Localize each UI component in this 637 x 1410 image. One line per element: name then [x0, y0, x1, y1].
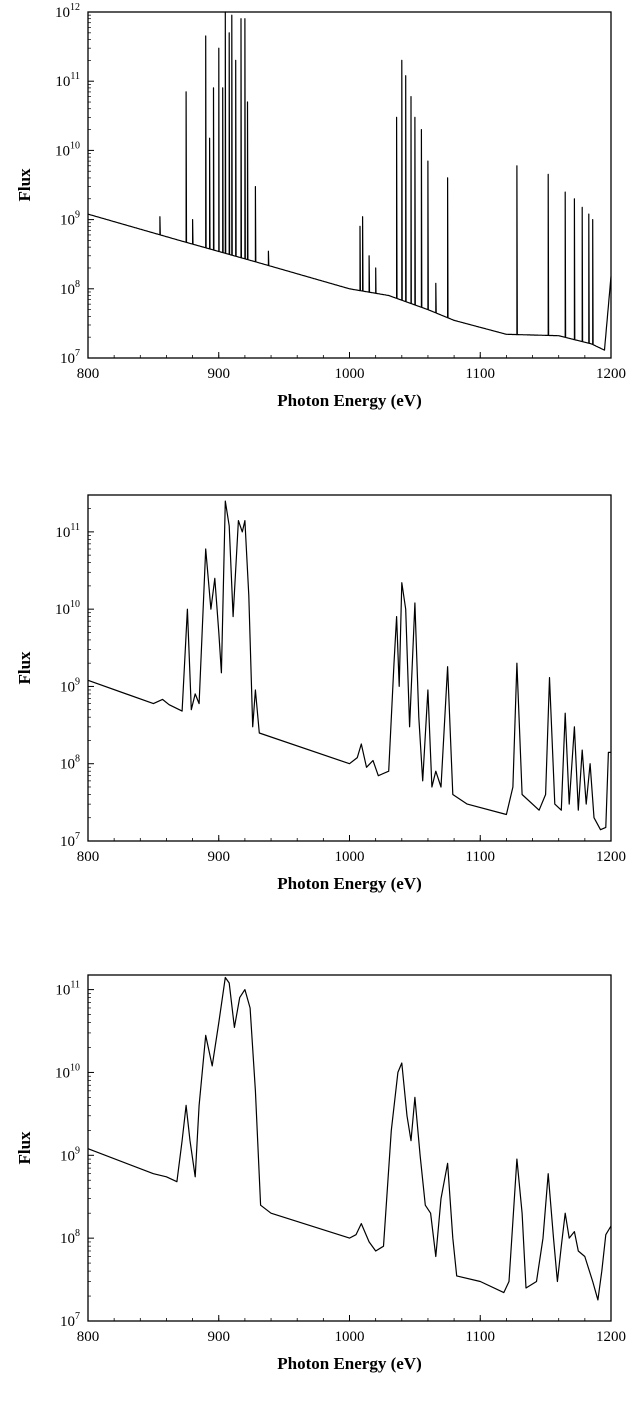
y-tick-label: 1011	[55, 71, 80, 90]
x-axis-label: Photon Energy (eV)	[277, 391, 421, 410]
x-tick-label: 900	[208, 849, 231, 865]
x-tick-label: 1200	[596, 366, 626, 382]
y-tick-label: 1010	[55, 140, 80, 159]
flux-series-line	[87, 976, 612, 1301]
y-tick-label: 109	[60, 1145, 80, 1164]
flux-series-line	[87, 11, 612, 351]
y-tick-label: 109	[60, 676, 80, 695]
y-tick-label: 107	[60, 831, 80, 850]
x-tick-label: 1100	[466, 366, 495, 382]
plot-frame	[87, 494, 612, 842]
x-tick-label: 800	[77, 366, 100, 382]
plot-frame	[87, 974, 612, 1322]
y-tick-label: 1010	[55, 599, 80, 618]
x-axis-label: Photon Energy (eV)	[277, 874, 421, 893]
y-axis-label: Flux	[15, 651, 34, 685]
y-tick-label: 108	[60, 279, 80, 298]
x-tick-label: 800	[77, 849, 100, 865]
plot-frame	[87, 11, 612, 359]
x-axis-label: Photon Energy (eV)	[277, 1354, 421, 1373]
x-tick-label: 1100	[466, 849, 495, 865]
y-tick-label: 108	[60, 754, 80, 773]
plot-3: 800 900 1000 1100 1200 107 108 109 1010 1011 Photo…	[15, 974, 626, 1373]
x-tick-label: 1000	[335, 849, 365, 865]
y-tick-label: 107	[60, 1311, 80, 1330]
y-axis-label: Flux	[15, 168, 34, 202]
y-tick-label: 1010	[55, 1062, 80, 1081]
y-tick-label: 1012	[55, 2, 80, 21]
y-axis-label: Flux	[15, 1131, 34, 1165]
y-tick-label: 109	[60, 210, 80, 229]
y-tick-label: 108	[60, 1228, 80, 1247]
flux-series-line	[87, 500, 611, 831]
x-tick-label: 800	[77, 1329, 100, 1345]
x-tick-label: 900	[208, 1329, 231, 1345]
x-tick-label: 1000	[335, 366, 365, 382]
y-tick-label: 1011	[55, 980, 80, 999]
x-tick-label: 1000	[335, 1329, 365, 1345]
x-tick-label: 1100	[466, 1329, 495, 1345]
x-tick-label: 900	[208, 366, 231, 382]
plot-2: 800 900 1000 1100 1200 107 108 109 1010 1011 Photo…	[15, 494, 626, 893]
y-tick-label: 107	[60, 348, 80, 367]
plot-1: 800 900 1000 1100 1200 107 108 109 1010 1011 1012 P…	[15, 2, 626, 410]
x-tick-label: 1200	[596, 1329, 626, 1345]
y-tick-label: 1011	[55, 522, 80, 541]
x-tick-label: 1200	[596, 849, 626, 865]
